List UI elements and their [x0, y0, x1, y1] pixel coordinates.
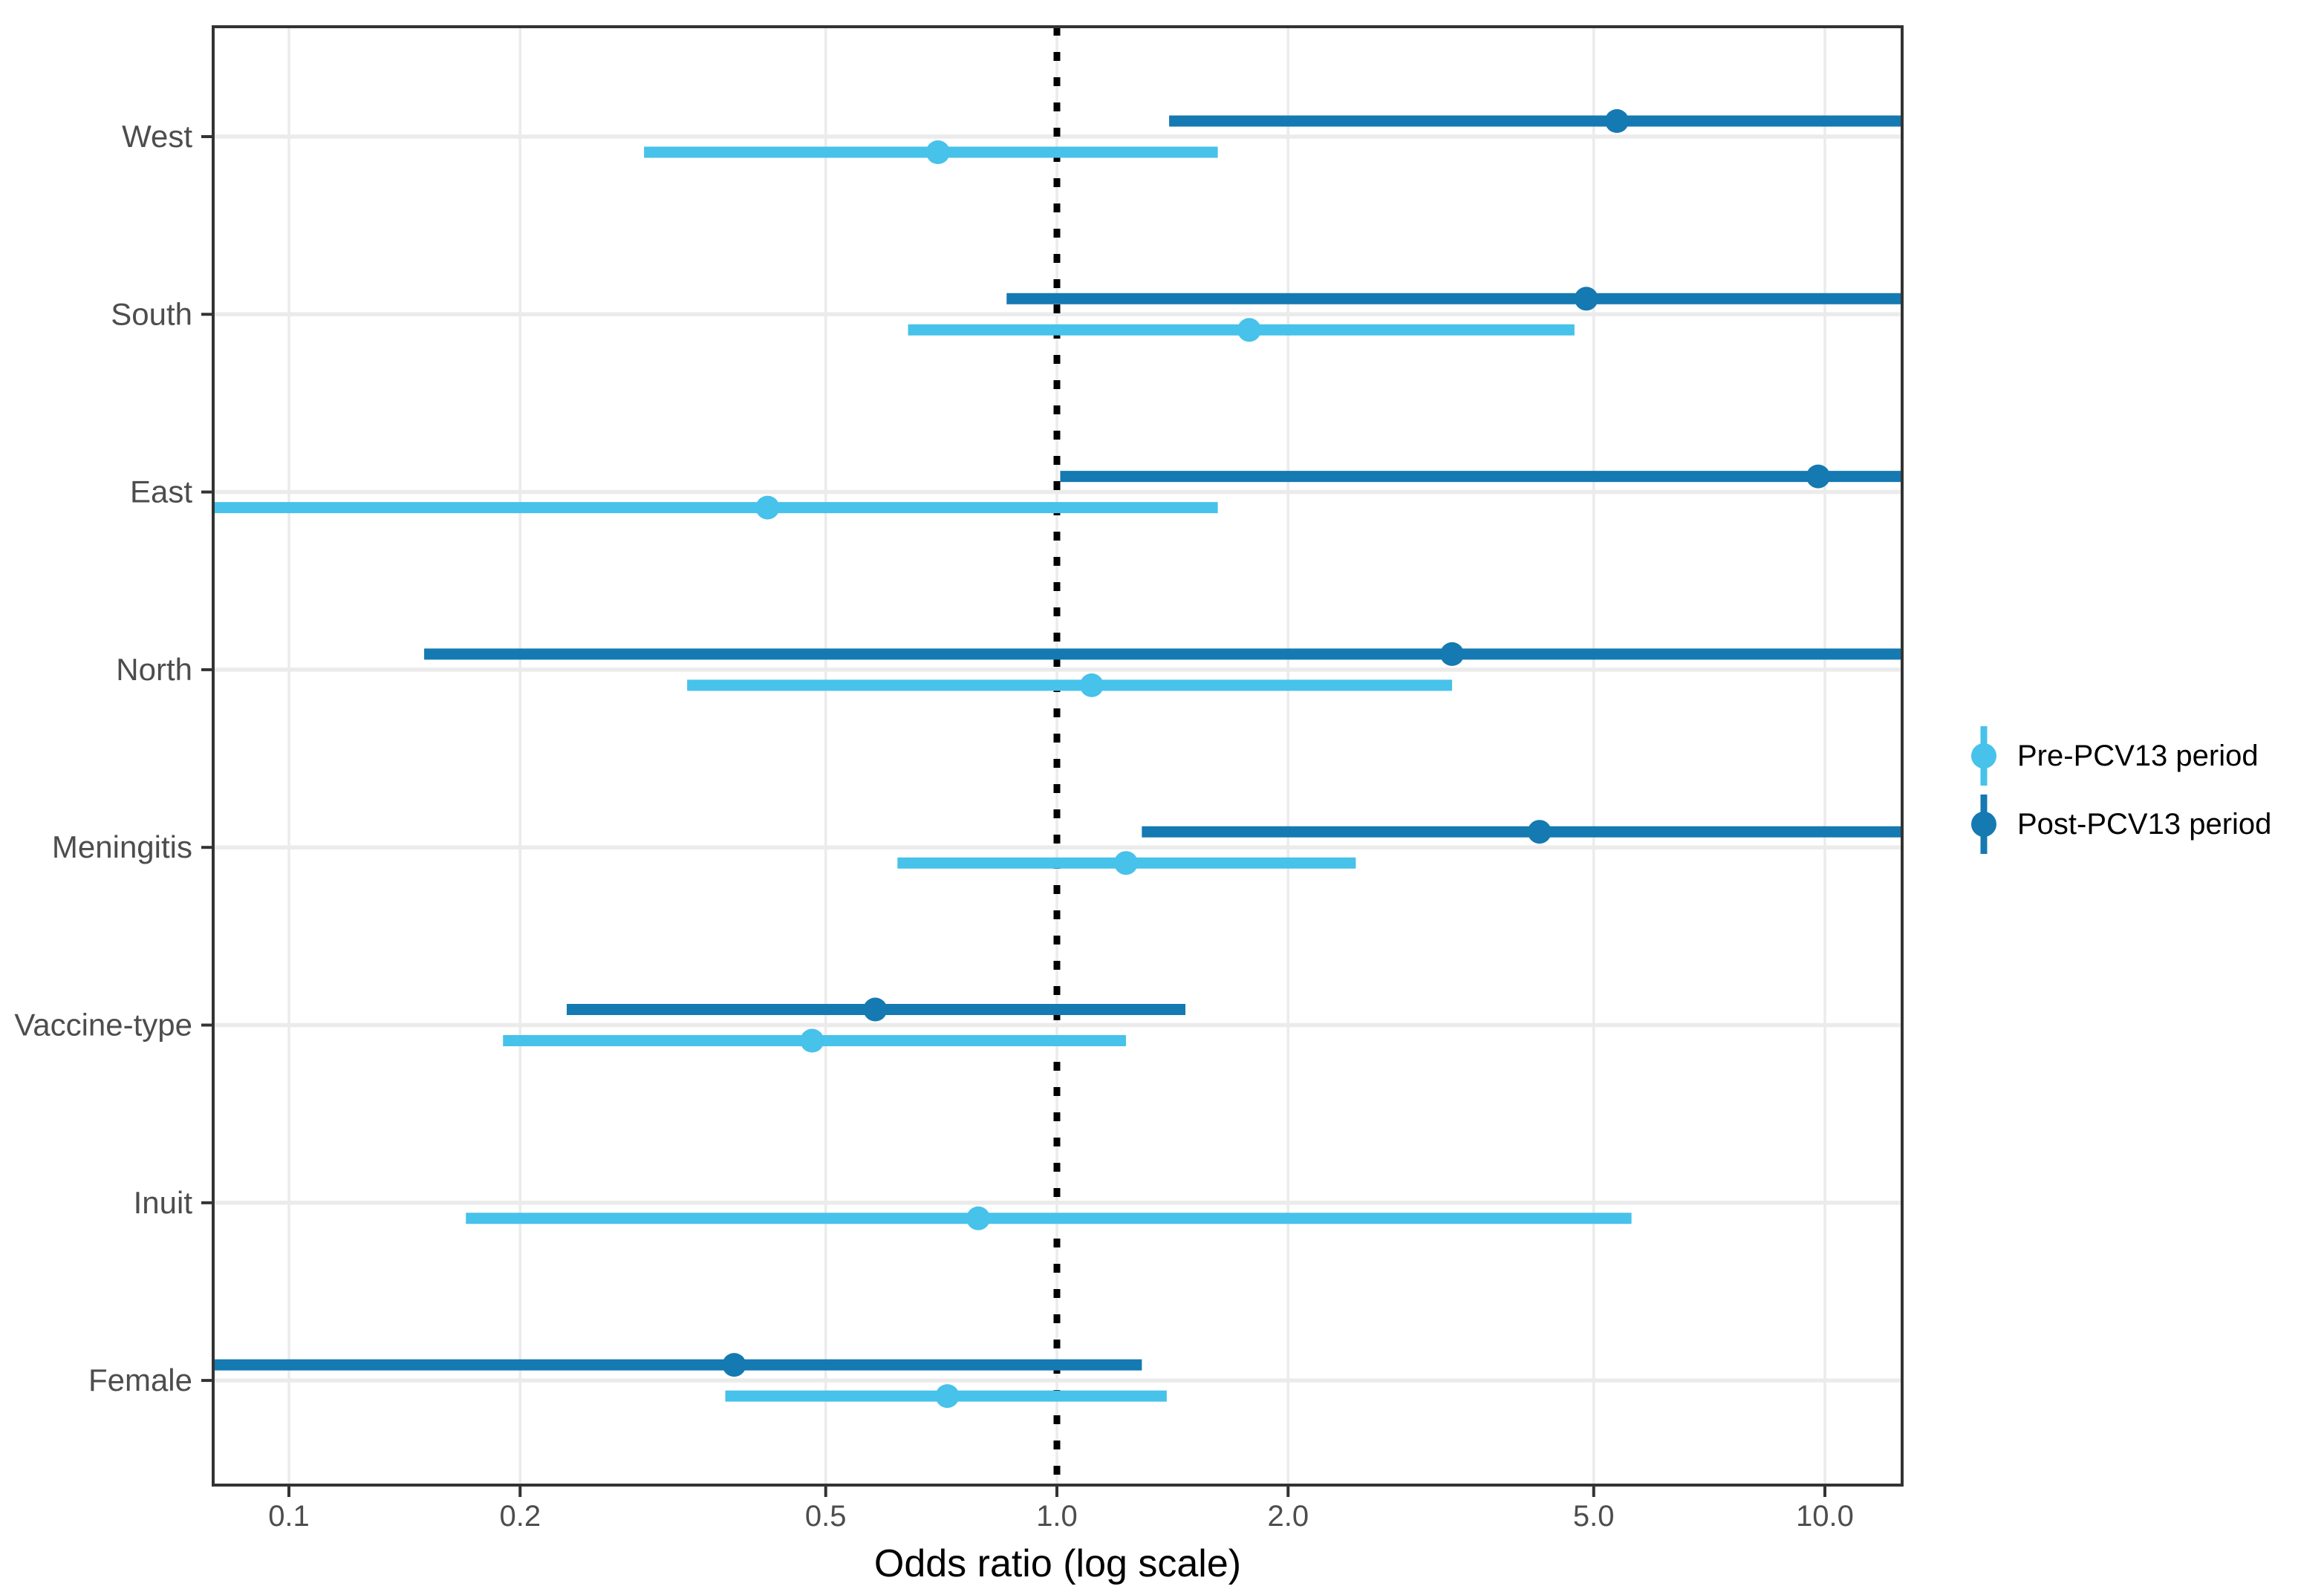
- point-post-female: [722, 1353, 746, 1377]
- point-pre-north: [1079, 673, 1104, 697]
- point-post-west: [1604, 109, 1629, 133]
- y-axis-label: North: [116, 652, 192, 687]
- point-pre-east: [755, 495, 780, 520]
- point-post-east: [1806, 464, 1830, 489]
- y-axis-label: Female: [88, 1363, 192, 1397]
- legend-label-post: Post-PCV13 period: [2017, 807, 2272, 841]
- x-tick-label: 10.0: [1796, 1500, 1854, 1533]
- pointrange-key-icon-post: [1971, 795, 1996, 854]
- x-axis-title: Odds ratio (log scale): [873, 1542, 1242, 1585]
- pointrange-key-icon-pre: [1971, 726, 1996, 786]
- x-tick-label: 0.5: [805, 1500, 847, 1533]
- point-pre-inuit: [966, 1206, 991, 1230]
- point-post-north: [1440, 642, 1465, 666]
- x-tick-label: 2.0: [1267, 1500, 1309, 1533]
- legend-entry-post: Post-PCV13 period: [1967, 790, 2271, 858]
- x-tick-label: 0.2: [499, 1500, 541, 1533]
- legend-entry-pre: Pre-PCV13 period: [1967, 722, 2271, 790]
- legend-label-pre: Pre-PCV13 period: [2017, 739, 2259, 772]
- point-pre-south: [1237, 318, 1261, 342]
- point-pre-vaccine-type: [800, 1028, 824, 1053]
- y-axis-label: West: [122, 119, 192, 154]
- point-pre-west: [925, 140, 950, 164]
- plot-layer: 0.1 0.2 0.5 1.0 2.0 5.0 10.0 West South East North…: [14, 25, 1904, 1533]
- y-axis-label: Inuit: [134, 1185, 193, 1220]
- x-tick-label: 1.0: [1036, 1500, 1078, 1533]
- y-axis-label: Vaccine-type: [14, 1008, 192, 1043]
- y-axis-label: East: [130, 474, 192, 509]
- y-axis-label: South: [111, 296, 192, 331]
- y-axis-label: Meningitis: [52, 829, 192, 864]
- point-pre-female: [935, 1384, 960, 1409]
- point-post-meningitis: [1527, 820, 1552, 844]
- point-pre-meningitis: [1113, 851, 1138, 875]
- legend: Pre-PCV13 period Post-PCV13 period: [1967, 722, 2271, 858]
- x-tick-label: 5.0: [1573, 1500, 1615, 1533]
- x-tick-label: 0.1: [268, 1500, 310, 1533]
- point-post-vaccine-type: [863, 997, 888, 1022]
- point-post-south: [1574, 287, 1598, 311]
